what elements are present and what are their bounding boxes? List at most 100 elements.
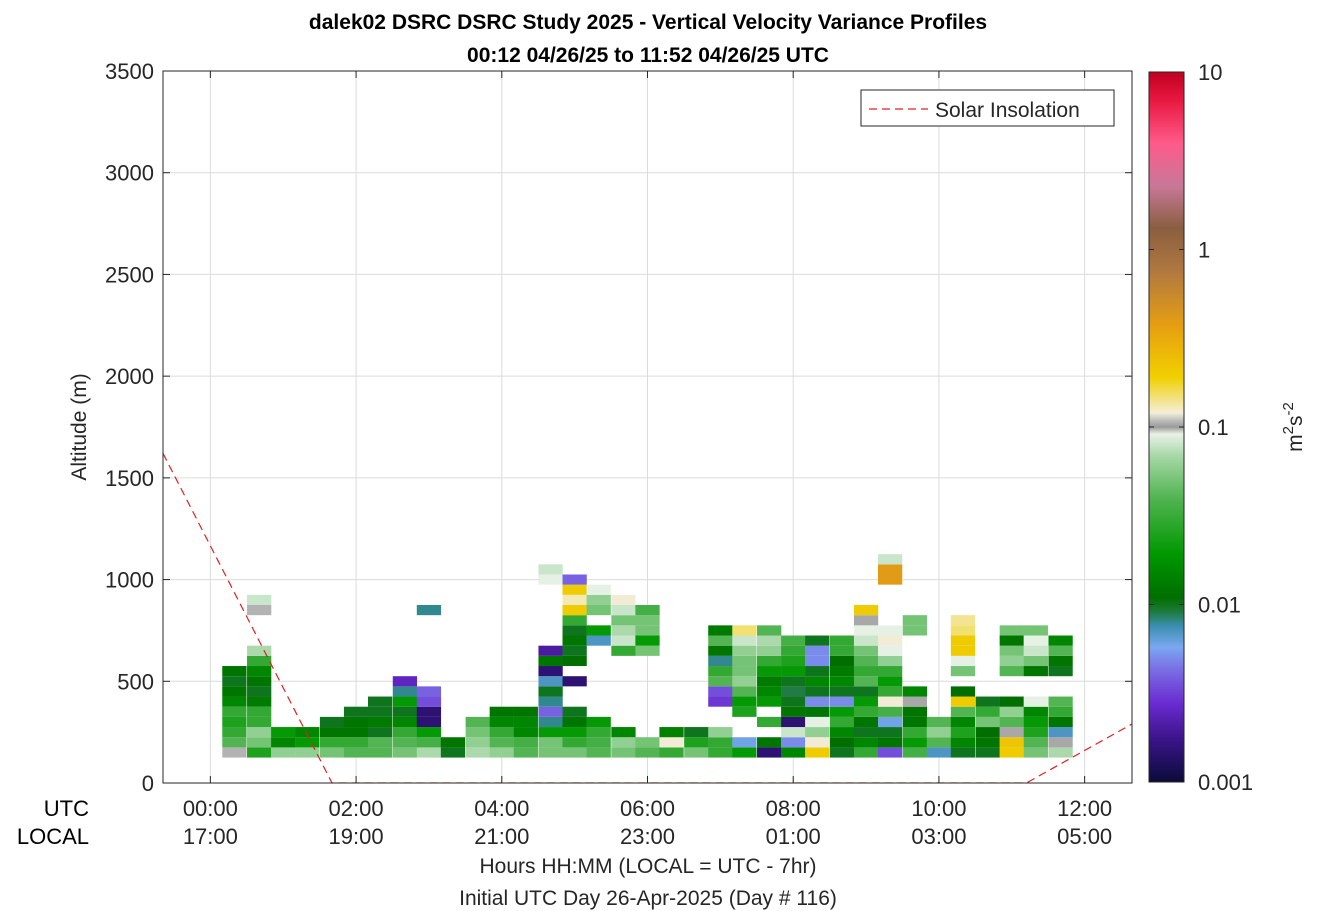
heatmap-cell [1023, 655, 1048, 667]
x-tick-utc-5: 10:00 [911, 796, 966, 821]
x-axis-label: Hours HH:MM (LOCAL = UTC - 7hr) [479, 855, 816, 878]
heatmap-cell [877, 666, 903, 677]
heatmap-cell [950, 747, 976, 758]
heatmap-cell [586, 625, 611, 636]
heatmap-cell [635, 625, 660, 636]
heatmap-cell [247, 737, 272, 748]
y-tick-label-0: 0 [142, 771, 154, 796]
heatmap-cell [757, 625, 782, 636]
heatmap-cell [829, 666, 855, 677]
heatmap-cell [538, 655, 563, 667]
heatmap-cell [392, 737, 418, 748]
heatmap-cell [781, 676, 806, 687]
heatmap-cell [853, 676, 879, 687]
heatmap-cell [999, 666, 1024, 677]
heatmap-cell [635, 605, 660, 616]
heatmap-cell [877, 727, 903, 738]
heatmap-cell [829, 727, 855, 738]
x-tick-local-3: 23:00 [620, 824, 675, 849]
heatmap-cell [1048, 666, 1073, 677]
heatmap-cell [513, 727, 538, 738]
heatmap-cell [732, 625, 757, 636]
heatmap-cell [271, 747, 296, 758]
colorbar-tick-label-4: 10 [1198, 60, 1222, 85]
heatmap-cell [708, 625, 733, 636]
heatmap-cell [781, 727, 806, 738]
heatmap-cell [562, 574, 587, 585]
heatmap-cell [950, 655, 976, 667]
heatmap-cell [538, 686, 563, 697]
heatmap-cell [853, 706, 879, 717]
heatmap-cell [708, 676, 733, 687]
heatmap-cell [367, 747, 393, 758]
heatmap-cell [1023, 737, 1048, 748]
heatmap-cell [999, 625, 1024, 636]
heatmap-cell [295, 737, 320, 748]
heatmap-cell [611, 727, 636, 738]
heatmap-cell [1048, 716, 1073, 728]
heatmap-cell [367, 737, 393, 748]
heatmap-cell [757, 666, 782, 677]
heatmap-cell [562, 615, 587, 626]
heatmap-cell [1023, 625, 1048, 636]
heatmap-cell [902, 625, 928, 636]
heatmap-cell [489, 716, 514, 728]
heatmap-cell [853, 645, 879, 656]
utc-row-label: UTC [44, 796, 89, 821]
heatmap-cell [295, 727, 320, 738]
heatmap-cell [853, 655, 879, 667]
heatmap-cell [999, 655, 1024, 667]
heatmap-cell [538, 666, 563, 677]
heatmap-cell [222, 716, 247, 728]
heatmap-cell [367, 716, 393, 728]
heatmap-cell [853, 615, 879, 626]
heatmap-cell [562, 737, 587, 748]
x-tick-utc-6: 12:00 [1057, 796, 1112, 821]
x-tick-utc-2: 04:00 [474, 796, 529, 821]
heatmap-cell [829, 655, 855, 667]
heatmap-cell [805, 737, 830, 748]
heatmap-cell [781, 655, 806, 667]
heatmap-cell [732, 706, 757, 717]
heatmap-cell [247, 594, 272, 605]
heatmap-cell [392, 676, 418, 687]
heatmap-cell [853, 716, 879, 728]
heatmap-cell [877, 716, 903, 728]
x-tick-local-4: 01:00 [766, 824, 821, 849]
colorbar-tick-label-2: 0.1 [1198, 415, 1229, 440]
heatmap-cell [247, 655, 272, 667]
heatmap-cell [222, 696, 247, 707]
y-tick-label-6: 3000 [105, 161, 154, 186]
heatmap-cell [247, 676, 272, 687]
heatmap-cell [635, 737, 660, 748]
x-tick-local-1: 19:00 [329, 824, 384, 849]
heatmap-cell [853, 605, 879, 616]
heatmap-cell [513, 747, 538, 758]
heatmap-cell [222, 706, 247, 717]
heatmap-cell [708, 635, 733, 646]
x-tick-utc-3: 06:00 [620, 796, 675, 821]
heatmap-cell [781, 635, 806, 646]
heatmap-cell [708, 686, 733, 697]
heatmap-cell [999, 645, 1024, 656]
heatmap-cell [829, 747, 855, 758]
heatmap-cell [950, 666, 976, 677]
heatmap-cell [440, 737, 466, 748]
heatmap-cell [1023, 727, 1048, 738]
heatmap-cell [950, 635, 976, 646]
heatmap-cell [877, 574, 903, 585]
heatmap-cell [805, 727, 830, 738]
heatmap-cell [611, 645, 636, 656]
heatmap-cells [222, 554, 1073, 758]
heatmap-cell [805, 676, 830, 687]
x-tick-local-6: 05:00 [1057, 824, 1112, 849]
heatmap-cell [416, 686, 442, 697]
heatmap-cell [1048, 737, 1073, 748]
heatmap-cell [392, 747, 418, 758]
heatmap-cell [635, 645, 660, 656]
heatmap-cell [829, 686, 855, 697]
y-tick-label-2: 1000 [105, 568, 154, 593]
heatmap-cell [586, 584, 611, 595]
heatmap-cell [611, 737, 636, 748]
x-axis-sublabel: Initial UTC Day 26-Apr-2025 (Day # 116) [459, 887, 837, 910]
